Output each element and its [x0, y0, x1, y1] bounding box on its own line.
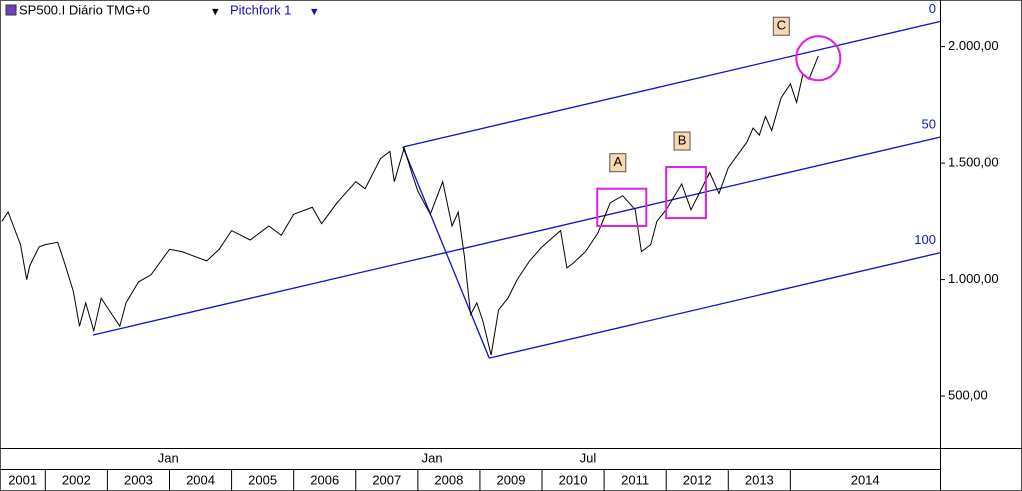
- x-tick-label: 2004: [186, 472, 215, 487]
- x-tick-label: 2013: [745, 472, 774, 487]
- x-top-label: Jul: [580, 450, 597, 465]
- x-tick-label: 2003: [124, 472, 153, 487]
- y-tick-label: 1.000,00: [948, 271, 999, 286]
- annotation-label: C: [777, 18, 786, 33]
- annotation-tag: [772, 16, 790, 36]
- y-tick-label: 1.500,00: [948, 155, 999, 170]
- y-tick-label: 2.000,00: [948, 38, 999, 53]
- pitchfork-line: [92, 136, 941, 336]
- symbol-icon: [5, 4, 17, 16]
- x-tick-label: 2007: [372, 472, 401, 487]
- symbol-label[interactable]: SP500.I Diário TMG+0: [19, 2, 150, 17]
- pitchfork-line: [489, 252, 941, 359]
- x-tick-label: 2008: [434, 472, 463, 487]
- pitchfork-level: 50: [922, 117, 936, 132]
- x-tick-label: 2014: [851, 472, 880, 487]
- dropdown-arrow[interactable]: ▾: [212, 3, 219, 18]
- x-tick-label: 2011: [621, 472, 649, 487]
- annotation-label: A: [613, 154, 622, 169]
- x-tick-label: 2002: [62, 472, 91, 487]
- y-tick-label: 500,00: [948, 387, 988, 402]
- study-label[interactable]: Pitchfork 1: [230, 2, 291, 17]
- x-top-label: Jan: [422, 450, 443, 465]
- annotation-box: [596, 187, 648, 227]
- price-line: [1, 55, 819, 356]
- pitchfork-level: 100: [914, 232, 936, 247]
- x-top-label: Jan: [158, 450, 179, 465]
- x-tick-label: 2009: [497, 472, 526, 487]
- annotation-tag: [673, 131, 691, 151]
- x-tick-label: 2010: [559, 472, 588, 487]
- dropdown-arrow[interactable]: ▾: [311, 3, 318, 18]
- x-tick-label: 2005: [248, 472, 277, 487]
- x-tick-label: 2006: [310, 472, 339, 487]
- x-tick-label: 2012: [683, 472, 712, 487]
- annotation-label: B: [678, 132, 687, 147]
- pitchfork-line: [402, 20, 941, 148]
- annotation-box: [665, 166, 707, 220]
- annotation-circle: [795, 35, 842, 82]
- pitchfork-level: 0: [929, 1, 936, 16]
- annotation-tag: [609, 153, 627, 173]
- x-tick-label: 2001: [8, 472, 37, 487]
